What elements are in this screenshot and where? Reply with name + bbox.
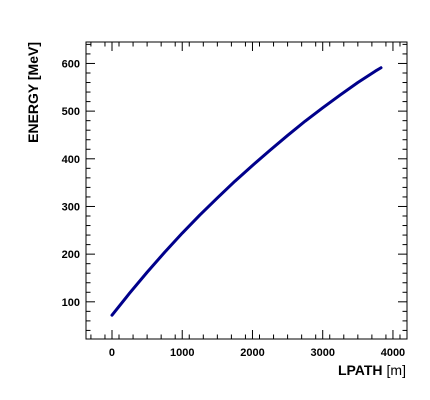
y-tick-label: 400	[62, 154, 80, 166]
y-tick-label: 200	[62, 249, 80, 261]
x-tick-label: 4000	[381, 347, 405, 359]
series-line	[110, 66, 383, 317]
x-tick-label: 0	[109, 347, 115, 359]
y-tick-label: 600	[62, 58, 80, 70]
x-tick-label: 1000	[170, 347, 194, 359]
x-tick-label: 3000	[310, 347, 334, 359]
axis-ticks	[86, 42, 407, 339]
y-tick-label: 300	[62, 201, 80, 213]
y-tick-label: 100	[62, 297, 80, 309]
x-axis-title: LPATH [m]	[338, 362, 406, 378]
y-axis-title: ENERGY [MeV]	[25, 42, 41, 143]
plot-frame	[85, 41, 408, 340]
x-axis-title-main: LPATH	[338, 362, 383, 378]
tick-labels: 0 1000 2000 3000 4000 100 200 300 400 500 600	[62, 58, 406, 359]
y-tick-label: 500	[62, 106, 80, 118]
x-axis-title-unit: [m]	[387, 362, 406, 378]
x-tick-label: 2000	[240, 347, 264, 359]
